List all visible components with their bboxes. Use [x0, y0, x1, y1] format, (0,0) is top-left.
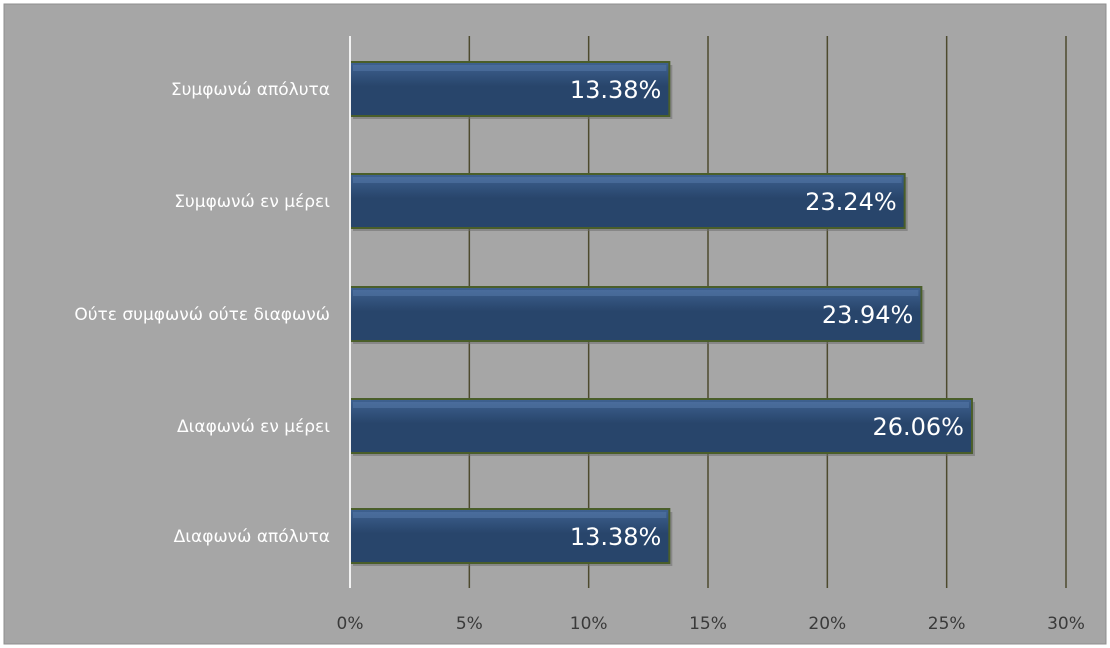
- gridlines: [468, 36, 1067, 588]
- bar-highlight: [353, 177, 902, 183]
- bar: [349, 398, 973, 454]
- bar: [349, 173, 906, 229]
- x-tick-label: 10%: [570, 614, 608, 634]
- data-label: 13.38%: [570, 523, 662, 551]
- category-label: Διαφωνώ απόλυτα: [174, 527, 330, 547]
- data-label: 23.24%: [805, 188, 897, 216]
- category-labels: Συμφωνώ απόλυτα Συμφωνώ εν μέρει Ούτε συμφ…: [74, 80, 330, 547]
- category-label: Συμφωνώ απόλυτα: [171, 80, 330, 100]
- x-tick-label: 0%: [337, 614, 364, 634]
- bar-highlight: [353, 290, 919, 296]
- x-tick-label: 25%: [928, 614, 966, 634]
- x-tick-label: 20%: [808, 614, 846, 634]
- x-tick-label: 15%: [689, 614, 727, 634]
- data-label: 13.38%: [570, 76, 662, 104]
- category-label: Διαφωνώ εν μέρει: [177, 417, 330, 437]
- data-labels: 13.38% 23.24% 23.94% 26.06% 13.38%: [570, 76, 964, 551]
- bar-highlight: [353, 512, 667, 518]
- x-tick-labels: 0% 5% 10% 15% 20% 25% 30%: [337, 614, 1085, 634]
- data-label: 23.94%: [822, 301, 914, 329]
- bar: [349, 286, 923, 342]
- bar-highlight: [353, 402, 969, 408]
- data-label: 26.06%: [872, 413, 964, 441]
- bars: [349, 61, 975, 566]
- x-tick-label: 5%: [456, 614, 483, 634]
- category-label: Συμφωνώ εν μέρει: [174, 192, 330, 212]
- bar-highlight: [353, 65, 667, 71]
- category-label: Ούτε συμφωνώ ούτε διαφωνώ: [74, 305, 330, 325]
- bar: [349, 508, 671, 564]
- x-tick-label: 30%: [1047, 614, 1085, 634]
